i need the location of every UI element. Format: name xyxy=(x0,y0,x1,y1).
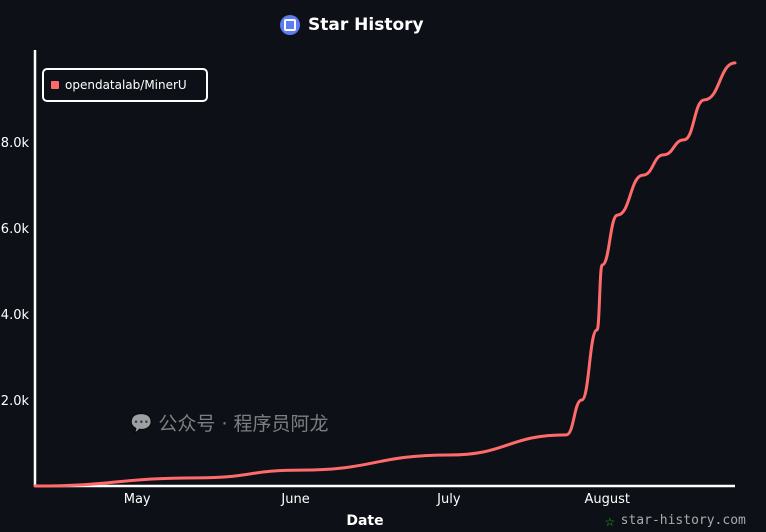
y-tick-label: 4.0k xyxy=(1,308,30,323)
y-tick-label: 2.0k xyxy=(1,394,30,409)
y-tick-label: 6.0k xyxy=(1,222,30,237)
chart-title-text: Star History xyxy=(308,15,424,35)
legend-label: opendatalab/MinerU xyxy=(65,78,187,92)
site-text: star-history.com xyxy=(620,513,746,528)
legend: opendatalab/MinerU xyxy=(42,68,208,102)
x-tick-label: June xyxy=(280,492,309,507)
legend-swatch xyxy=(51,81,59,89)
site-credit: ☆ star-history.com xyxy=(605,513,746,529)
x-axis-label: Date xyxy=(346,513,383,529)
star-history-logo-icon xyxy=(280,15,300,35)
chart-title: Star History xyxy=(280,15,424,35)
wechat-icon: 💬 xyxy=(130,413,153,434)
y-tick-label: 8.0k xyxy=(1,136,30,151)
watermark: 💬 公众号 · 程序员阿龙 xyxy=(130,412,329,436)
x-tick-label: August xyxy=(585,492,631,507)
star-icon: ☆ xyxy=(605,511,615,530)
watermark-text: 公众号 · 程序员阿龙 xyxy=(158,413,329,435)
x-tick-label: July xyxy=(436,492,461,507)
series-line xyxy=(33,61,737,488)
x-tick-label: May xyxy=(124,492,151,507)
